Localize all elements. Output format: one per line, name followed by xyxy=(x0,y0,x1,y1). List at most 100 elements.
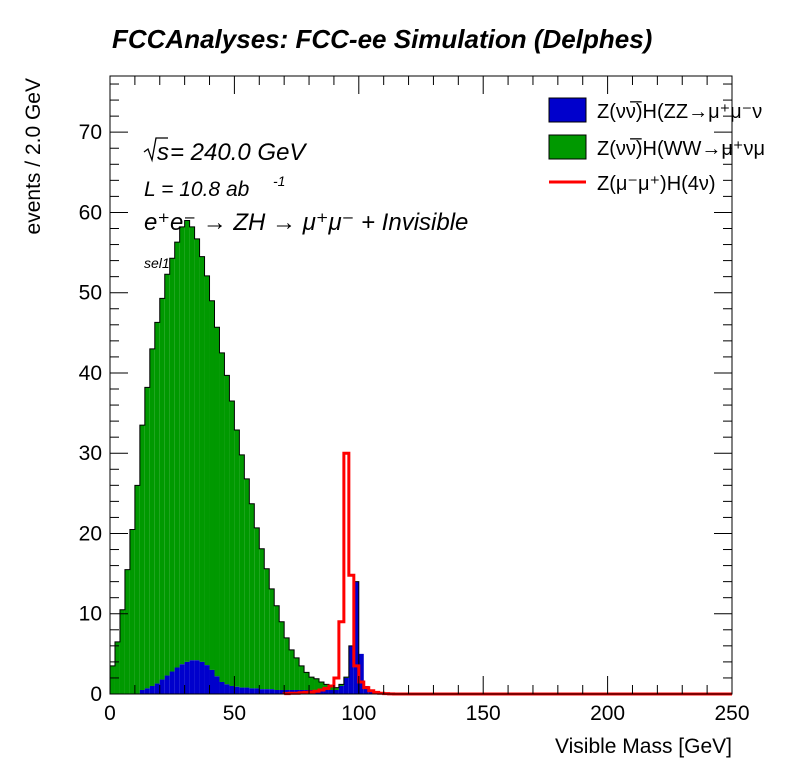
ww-bar xyxy=(249,503,255,689)
legend-label-ww: Z(νν̅)H(WW→μ⁺νμ xyxy=(597,137,765,160)
ww-bar xyxy=(119,609,125,694)
zz-bar xyxy=(154,683,160,694)
ww-bar xyxy=(184,220,190,662)
x-tick-label: 200 xyxy=(590,702,625,725)
zz-bar xyxy=(234,686,240,694)
ww-bar xyxy=(224,375,230,685)
ww-bar xyxy=(124,569,130,694)
zz-bar xyxy=(249,688,255,694)
line-layer xyxy=(282,451,732,696)
ww-bar xyxy=(279,621,285,690)
zz-bar xyxy=(214,676,220,694)
ww-bar xyxy=(209,300,215,670)
luminosity-annotation: L = 10.8 ab -1 xyxy=(144,173,285,201)
zz-bar xyxy=(348,645,354,694)
ww-bar xyxy=(214,327,220,677)
ww-bar xyxy=(244,478,250,688)
ww-bar xyxy=(239,454,245,688)
ww-bar xyxy=(338,684,344,686)
ww-bar xyxy=(114,641,120,694)
zz-bar xyxy=(194,660,200,694)
zz-bar xyxy=(199,661,205,694)
ww-bar xyxy=(139,425,145,690)
ww-bar xyxy=(234,429,240,687)
y-tick-label: 0 xyxy=(90,683,102,706)
ww-bar xyxy=(333,687,339,690)
ww-bar xyxy=(110,665,115,694)
zz-bar xyxy=(164,675,170,694)
zz-bar xyxy=(189,660,195,694)
ww-bar xyxy=(318,681,324,690)
x-tick-label: 100 xyxy=(341,702,376,725)
y-axis-label: events / 2.0 GeV xyxy=(22,78,45,234)
zz-bar xyxy=(209,669,215,694)
x-tick-label: 50 xyxy=(223,702,246,725)
legend-swatch-zz xyxy=(548,97,587,123)
sqrt-s-annotation: s = 240.0 GeV xyxy=(143,137,307,166)
zz-bar xyxy=(144,688,150,694)
ww-bar xyxy=(159,298,165,680)
zz-bar xyxy=(229,685,235,694)
zz-bar xyxy=(224,684,230,694)
lumi-text: L = 10.8 ab xyxy=(144,178,250,201)
x-tick-label: 0 xyxy=(104,702,116,725)
sqrt-s-value: = 240.0 GeV xyxy=(170,139,307,166)
zz-bar xyxy=(284,689,290,694)
bars-layer xyxy=(109,219,374,694)
legend-swatch-ww xyxy=(548,134,587,160)
ww-bar xyxy=(164,274,170,676)
zz-bar xyxy=(328,689,334,694)
ww-bar xyxy=(134,485,140,694)
y-tick-label: 30 xyxy=(79,442,102,465)
ww-bar xyxy=(299,665,305,690)
y-tick-label: 40 xyxy=(79,362,102,385)
zz-bar xyxy=(259,689,265,694)
zz-bar xyxy=(184,661,190,694)
y-tick-label: 60 xyxy=(79,201,102,224)
sqrt-s-symbol: s xyxy=(157,139,169,166)
zz-bar xyxy=(358,653,364,694)
zz-bar xyxy=(179,664,185,694)
zz-bar xyxy=(269,689,275,694)
chart-title: FCCAnalyses: FCC-ee Simulation (Delphes) xyxy=(112,24,652,54)
plot-frame xyxy=(109,75,733,695)
ww-bar xyxy=(179,226,185,665)
zz-bar xyxy=(338,685,344,694)
ww-bar xyxy=(129,529,135,694)
x-tick-label: 250 xyxy=(714,702,749,725)
ww-bar xyxy=(204,275,210,666)
zz-bar xyxy=(274,689,280,694)
ww-bar xyxy=(264,568,270,690)
ww-bar xyxy=(289,649,295,690)
x-axis-label: Visible Mass [GeV] xyxy=(555,735,732,758)
ww-bar xyxy=(254,527,260,689)
zz-bar xyxy=(159,679,165,694)
ww-bar xyxy=(189,226,195,661)
y-tick-label: 20 xyxy=(79,522,102,545)
ww-bar xyxy=(194,238,200,661)
ww-bar xyxy=(199,256,205,662)
axis-ticks xyxy=(109,76,733,695)
lumi-exponent: -1 xyxy=(273,173,285,189)
tick-labels: 0 50 100 150 200 250 0 10 20 30 40 50 60 70 xyxy=(79,121,750,725)
ww-bar xyxy=(229,401,235,686)
zz-bar xyxy=(149,685,155,694)
ww-bar xyxy=(259,548,265,690)
zz-bar xyxy=(219,681,225,694)
x-tick-label: 150 xyxy=(466,702,501,725)
ww-bar xyxy=(284,637,290,690)
ww-bar xyxy=(304,672,310,690)
zz-bar xyxy=(279,689,285,694)
ww-bar xyxy=(149,348,155,686)
zz-bar xyxy=(333,689,339,694)
radical-sign-icon xyxy=(143,137,168,163)
legend-label-4nu: Z(μ⁻μ⁺)H(4ν) xyxy=(597,173,716,195)
zz-bar xyxy=(139,689,145,694)
ww-bar xyxy=(219,352,225,682)
zz-bar xyxy=(343,677,349,694)
zz-bar xyxy=(363,685,369,694)
ww-bar xyxy=(174,242,180,668)
zz-bar xyxy=(353,581,359,694)
selection-label: sel1 xyxy=(144,255,170,271)
